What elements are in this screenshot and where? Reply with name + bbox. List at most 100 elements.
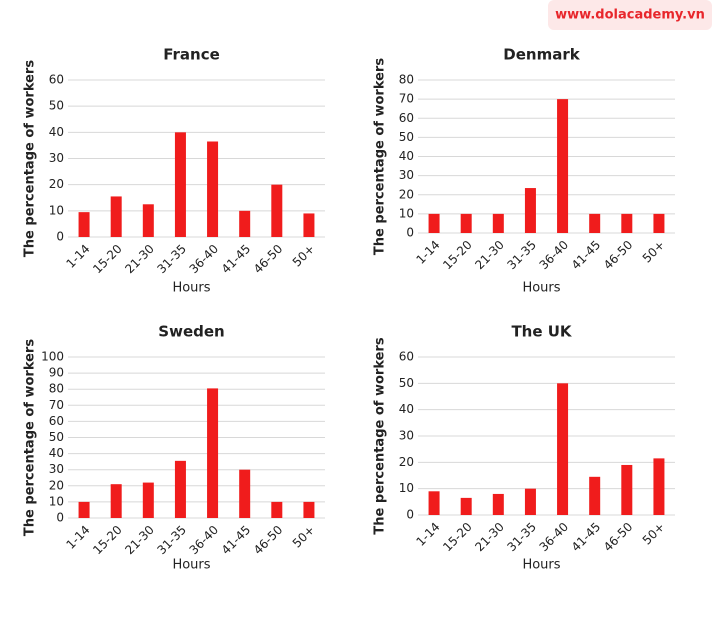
bar [174, 460, 186, 518]
x-tick-label: 36-40 [537, 238, 572, 273]
x-tick-label: 1-14 [64, 242, 93, 271]
x-tick-label: 15-20 [440, 238, 475, 273]
bar [460, 213, 472, 233]
site-badge [548, 0, 712, 30]
y-tick-label: 10 [49, 203, 64, 217]
y-tick-label: 60 [49, 414, 64, 428]
x-tick-label: 46-50 [251, 242, 286, 277]
y-tick-label: 80 [399, 73, 414, 87]
x-tick-label: 41-45 [569, 520, 604, 555]
bar [78, 212, 90, 237]
x-tick-label: 36-40 [537, 520, 572, 555]
bar [207, 141, 219, 237]
y-tick-label: 90 [49, 366, 64, 380]
y-tick-label: 30 [399, 429, 414, 443]
y-tick-label: 40 [49, 446, 64, 460]
bar [589, 213, 601, 233]
x-axis-label: Hours [522, 281, 560, 296]
site-url: www.dolacademy.vn [555, 8, 705, 23]
y-axis-label: The percentage of workers [373, 58, 388, 255]
x-tick-label: 46-50 [601, 238, 636, 273]
x-tick-label: 1-14 [414, 520, 443, 549]
x-tick-label: 21-30 [472, 238, 507, 273]
chart-title: France [163, 46, 220, 64]
x-tick-label: 21-30 [122, 523, 157, 558]
bar [239, 469, 251, 518]
bar [207, 388, 219, 518]
y-tick-label: 30 [49, 151, 64, 165]
x-axis-label: Hours [522, 558, 560, 573]
bar [460, 497, 472, 515]
y-tick-label: 0 [406, 226, 414, 240]
x-tick-label: 46-50 [251, 523, 286, 558]
x-tick-label: 50+ [290, 242, 318, 270]
y-tick-label: 0 [56, 511, 64, 525]
bar [142, 482, 154, 518]
bar [492, 493, 504, 515]
x-tick-label: 50+ [640, 238, 668, 266]
x-tick-label: 50+ [640, 520, 668, 548]
x-tick-label: 15-20 [90, 242, 125, 277]
x-tick-label: 1-14 [414, 238, 443, 267]
bar [621, 464, 633, 515]
x-tick-label: 31-35 [154, 523, 189, 558]
bar [142, 204, 154, 237]
bar [303, 213, 315, 237]
x-axis-label: Hours [172, 281, 210, 296]
x-tick-label: 41-45 [219, 523, 254, 558]
y-tick-label: 50 [399, 130, 414, 144]
x-tick-label: 15-20 [440, 520, 475, 555]
y-tick-label: 0 [56, 230, 64, 244]
y-tick-label: 70 [399, 92, 414, 106]
y-tick-label: 70 [49, 398, 64, 412]
y-tick-label: 50 [399, 376, 414, 390]
y-tick-label: 10 [49, 494, 64, 508]
bar [524, 488, 536, 515]
bar [557, 383, 569, 515]
y-tick-label: 0 [406, 508, 414, 522]
y-tick-label: 60 [49, 73, 64, 87]
y-tick-label: 30 [49, 462, 64, 476]
x-tick-label: 41-45 [219, 242, 254, 277]
bar [428, 213, 440, 233]
y-tick-label: 10 [399, 481, 414, 495]
bar [271, 501, 283, 518]
bar [239, 210, 251, 237]
bar [524, 188, 536, 233]
y-tick-label: 50 [49, 430, 64, 444]
x-tick-label: 41-45 [569, 238, 604, 273]
y-tick-label: 60 [399, 350, 414, 364]
x-tick-label: 50+ [290, 523, 318, 551]
y-tick-label: 100 [41, 350, 64, 364]
x-tick-label: 31-35 [504, 520, 539, 555]
bar [653, 458, 665, 515]
y-tick-label: 10 [399, 206, 414, 220]
y-tick-label: 40 [399, 402, 414, 416]
y-tick-label: 20 [399, 187, 414, 201]
y-tick-label: 20 [49, 177, 64, 191]
x-tick-label: 31-35 [504, 238, 539, 273]
bar [110, 484, 122, 518]
x-tick-label: 31-35 [154, 242, 189, 277]
bar [653, 213, 665, 233]
y-tick-label: 20 [399, 455, 414, 469]
bar [589, 476, 601, 515]
y-tick-label: 80 [49, 382, 64, 396]
bar [557, 99, 569, 233]
bar [174, 132, 186, 237]
y-tick-label: 40 [399, 149, 414, 163]
y-tick-label: 60 [399, 111, 414, 125]
y-tick-label: 30 [399, 168, 414, 182]
y-axis-label: The percentage of workers [373, 337, 388, 534]
bar [110, 196, 122, 237]
x-tick-label: 36-40 [187, 242, 222, 277]
x-tick-label: 1-14 [64, 523, 93, 552]
chart-title: The UK [511, 323, 572, 341]
bar [78, 501, 90, 518]
bar [492, 213, 504, 233]
bar [428, 491, 440, 515]
x-tick-label: 21-30 [122, 242, 157, 277]
x-tick-label: 15-20 [90, 523, 125, 558]
y-tick-label: 50 [49, 99, 64, 113]
